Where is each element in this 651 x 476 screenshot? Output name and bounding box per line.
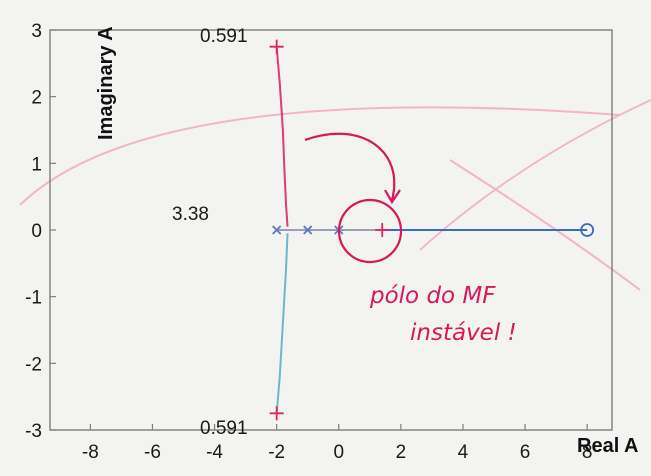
y-tick-label: 0 bbox=[31, 221, 42, 242]
open-loop-pole-marker bbox=[303, 225, 313, 235]
background-curve-right bbox=[449, 159, 641, 291]
locus-branch-0 bbox=[275, 46, 289, 227]
closed-loop-pole-marker bbox=[269, 39, 284, 54]
closed-loop-pole-marker bbox=[375, 223, 390, 237]
x-tick-label: 0 bbox=[333, 442, 344, 463]
zero-marker bbox=[580, 223, 595, 237]
gain-label-breakaway: 3.38 bbox=[172, 204, 209, 225]
open-loop-pole-marker bbox=[272, 225, 282, 235]
ticks-layer: -8 -6 -4 -2 0 2 4 6 8 3 2 1 0 -1 -2 -3 bbox=[25, 21, 592, 463]
series-layer bbox=[269, 39, 595, 421]
gain-label-bottom: 0.591 bbox=[200, 418, 248, 439]
x-tick-label: 6 bbox=[520, 442, 531, 463]
annotation-line-1: pólo do MF bbox=[369, 283, 496, 309]
x-tick-label: -4 bbox=[206, 442, 223, 463]
background-curve-left bbox=[19, 106, 621, 206]
x-tick-label: -2 bbox=[268, 442, 285, 463]
x-axis-label: Real A bbox=[577, 435, 639, 457]
x-tick-label: 4 bbox=[458, 442, 469, 463]
x-tick-label: 2 bbox=[396, 442, 407, 463]
unstable-pole-circle bbox=[337, 198, 403, 264]
annotation-line-2: instável ! bbox=[410, 320, 517, 346]
x-tick-label: -8 bbox=[82, 442, 99, 463]
y-tick-label: 2 bbox=[31, 88, 42, 109]
y-tick-label: 1 bbox=[31, 154, 42, 175]
closed-loop-pole-marker bbox=[269, 406, 284, 421]
x-tick-label: -6 bbox=[144, 442, 161, 463]
y-tick-label: -1 bbox=[25, 288, 42, 309]
background-curve-upper bbox=[419, 99, 651, 251]
y-tick-label: 3 bbox=[31, 21, 42, 42]
annotation-arrowhead bbox=[384, 189, 401, 205]
y-axis-label: Imaginary A bbox=[95, 26, 117, 140]
y-tick-label: -3 bbox=[25, 421, 42, 442]
gain-label-top: 0.591 bbox=[200, 26, 248, 47]
x-tick-label: 8 bbox=[582, 442, 593, 463]
locus-branch-1 bbox=[275, 233, 289, 414]
annotation-arrow-curve bbox=[304, 132, 396, 201]
y-tick-label: -2 bbox=[25, 354, 42, 375]
